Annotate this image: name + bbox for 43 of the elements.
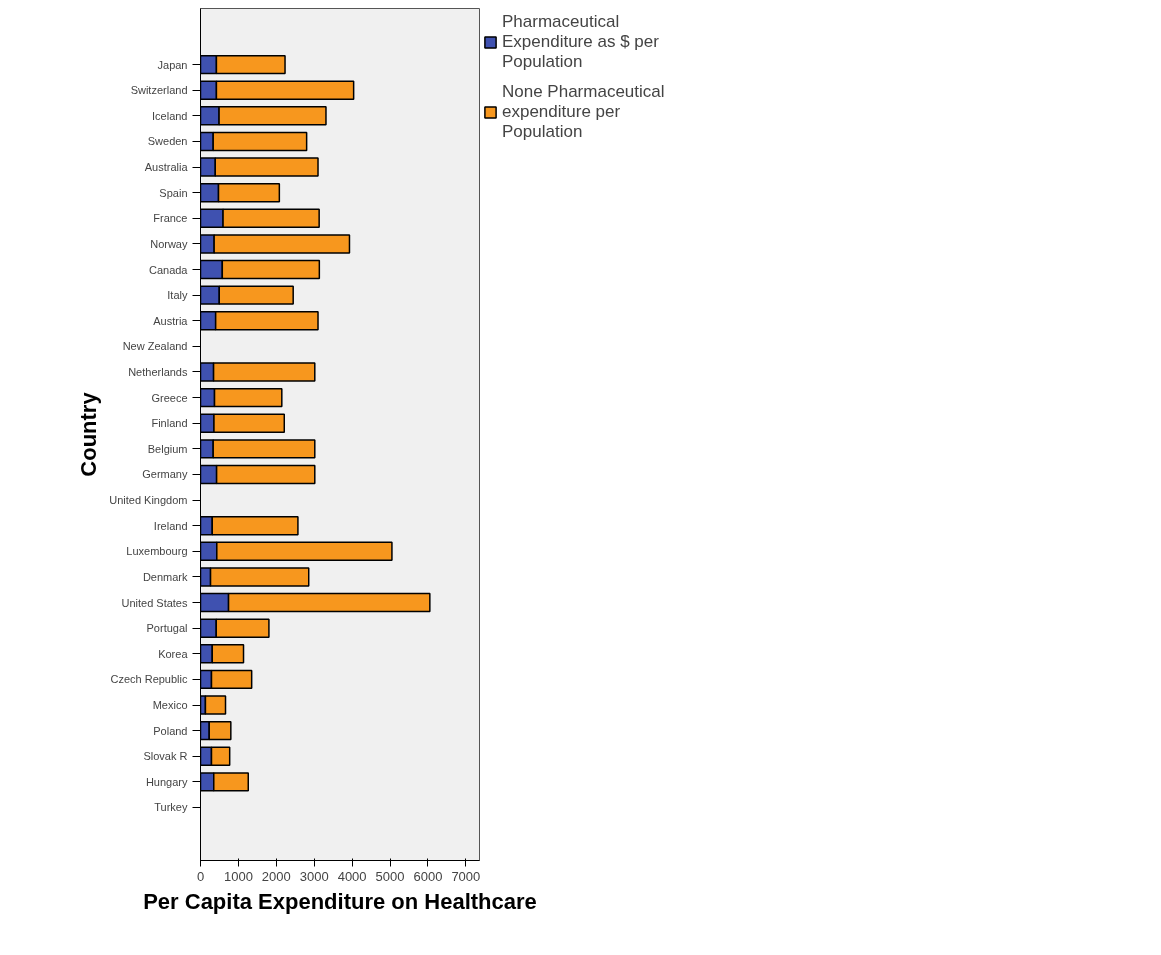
y-tick-label: Norway (150, 237, 188, 250)
y-axis-title: Country (76, 391, 102, 477)
legend-label: None Pharmaceutical expenditure per Population (502, 82, 665, 142)
y-tick-label: Slovak R (143, 750, 188, 763)
x-tick-label: 4000 (337, 868, 367, 884)
y-tick-label: Japan (157, 58, 188, 71)
y-tick-label: Poland (153, 724, 188, 737)
y-tick-label: United Kingdom (109, 494, 188, 507)
y-tick-label: Switzerland (130, 84, 188, 97)
y-tick-label: Portugal (146, 622, 188, 635)
x-axis-title: Per Capita Expenditure on Healthcare (143, 888, 537, 914)
y-tick-label: Canada (148, 263, 189, 276)
legend-label: Pharmaceutical Expenditure as $ per Population (502, 12, 659, 72)
y-tick-label: Germany (142, 468, 188, 481)
y-tick-label: France (153, 212, 188, 225)
y-tick-label: Spain (159, 186, 188, 199)
x-tick-label: 2000 (261, 868, 291, 884)
y-tick-label: Iceland (152, 109, 188, 122)
x-tick-label: 5000 (375, 868, 405, 884)
y-tick-label: Netherlands (128, 366, 188, 378)
y-tick-label: Turkey (154, 801, 188, 814)
y-tick-label: Australia (144, 161, 189, 174)
y-tick-label: Greece (151, 391, 188, 404)
x-tick-label: 6000 (413, 868, 443, 884)
y-tick-label: Czech Republic (110, 673, 188, 686)
y-tick-label: Korea (158, 647, 189, 660)
y-tick-label: Hungary (145, 775, 188, 788)
x-tick-label: 1000 (223, 868, 253, 884)
y-tick-label: Luxembourg (126, 545, 188, 558)
x-tick-label: 3000 (299, 868, 329, 884)
x-tick-label: 0 (196, 868, 205, 884)
y-tick-label: Sweden (147, 135, 188, 148)
y-tick-label: Denmark (142, 570, 188, 583)
y-tick-label: Belgium (147, 442, 188, 455)
y-tick-label: Austria (153, 314, 189, 327)
x-tick-label: 7000 (451, 868, 481, 884)
y-tick-label: Italy (167, 289, 188, 302)
y-tick-label: United States (121, 596, 188, 609)
y-tick-label: Ireland (153, 519, 188, 532)
y-tick-label: New Zealand (122, 340, 188, 353)
bar (204, 695, 227, 715)
y-tick-label: Mexico (152, 699, 188, 712)
y-tick-label: Finland (151, 417, 188, 430)
